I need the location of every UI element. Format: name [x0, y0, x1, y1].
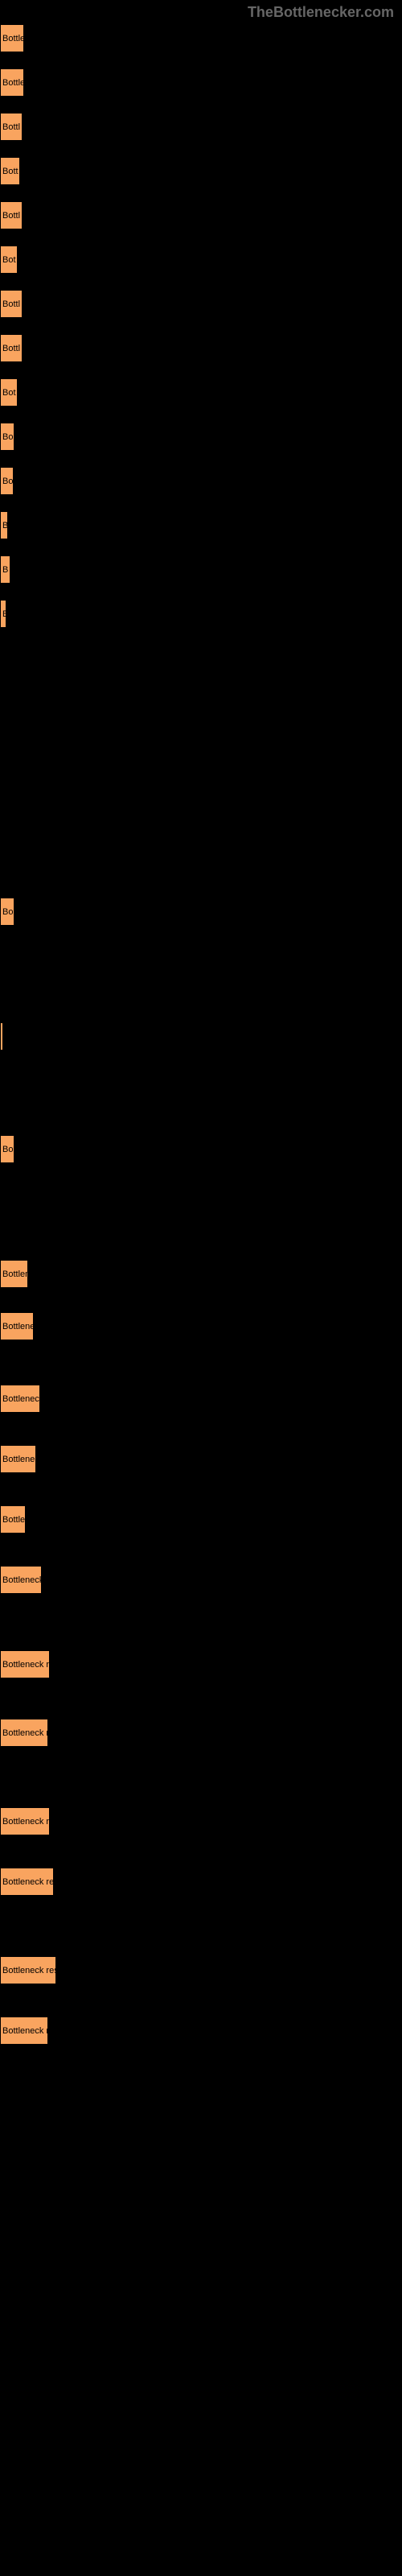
bar-label: Bottl — [1, 122, 20, 132]
bar-label: Bottleneck — [1, 1322, 34, 1331]
chart-bar: B — [0, 600, 6, 628]
chart-bar: Bottleneck — [0, 1385, 40, 1413]
bar-label: Bottleneck r — [1, 2026, 48, 2036]
bar-row: Bottle — [0, 68, 24, 97]
bar-row: Bottleneck re — [0, 1807, 50, 1835]
bar-label: Bottleneck — [1, 1394, 40, 1404]
bar-label: Bottlenec — [1, 1455, 36, 1464]
bar-label: B — [1, 521, 8, 530]
bar-row: Bottl — [0, 113, 23, 141]
chart-bar: Bottleneck r — [0, 2017, 48, 2045]
bar-label: Bottle — [1, 34, 24, 43]
chart-bar: Bo — [0, 1135, 14, 1163]
chart-bar: Bo — [0, 467, 14, 495]
bar-label: B — [1, 565, 8, 575]
chart-bar: Bottleneck — [0, 1312, 34, 1340]
chart-bar: Bott — [0, 157, 20, 185]
bar-row: Bottle — [0, 24, 24, 52]
bar-row: Bot — [0, 246, 18, 274]
chart-bar: Bottle — [0, 24, 24, 52]
site-header: TheBottlenecker.com — [248, 4, 394, 21]
bar-label: Bott — [1, 167, 18, 176]
bar-row: Bo — [0, 423, 14, 451]
bar-row: Bottlene — [0, 1260, 28, 1288]
bar-row: Bottleneck rest — [0, 1956, 56, 1984]
chart-bar: Bottl — [0, 113, 23, 141]
bar-label: Bottleneck re — [1, 1817, 50, 1827]
chart-bar: Bottl — [0, 290, 23, 318]
chart-bar: Bo — [0, 423, 14, 451]
bar-row: Bottl — [0, 290, 23, 318]
bar-row: Bottlenec — [0, 1445, 36, 1473]
chart-bar: Bottl — [0, 334, 23, 362]
bar-row: Bottleneck re — [0, 1650, 50, 1678]
bar-row: Bottleneck — [0, 1385, 40, 1413]
bar-label: Bottleneck res — [1, 1877, 54, 1887]
bar-label: Bo — [1, 907, 13, 917]
chart-bar: Bottlene — [0, 1260, 28, 1288]
chart-bar — [0, 1022, 3, 1051]
bar-label: Bottl — [1, 299, 20, 309]
bar-label: Bottleneck re — [1, 1660, 50, 1670]
bar-row: Bottl — [0, 334, 23, 362]
bar-row: B — [0, 555, 10, 584]
bar-label: Bottlene — [1, 1269, 28, 1279]
chart-bar: Bot — [0, 378, 18, 407]
bar-row: Bottleneck — [0, 1566, 42, 1594]
bar-label: Bottlen — [1, 1515, 26, 1525]
bar-row: Bot — [0, 378, 18, 407]
bar-row: Bottleneck res — [0, 1868, 54, 1896]
bar-label: Bottleneck rest — [1, 1966, 56, 1975]
chart-bar: Bottle — [0, 68, 24, 97]
bar-row: Bottlen — [0, 1505, 26, 1534]
bar-label: Bottl — [1, 344, 20, 353]
bar-row: B — [0, 600, 6, 628]
bar-row: Bottleneck — [0, 1312, 34, 1340]
chart-bar: B — [0, 555, 10, 584]
chart-bar: Bottl — [0, 201, 23, 229]
chart-bar: Bottlenec — [0, 1445, 36, 1473]
bar-row: B — [0, 511, 8, 539]
bar-label: Bo — [1, 1145, 13, 1154]
bar-row — [0, 1022, 3, 1051]
bar-row: Bottleneck r — [0, 2017, 48, 2045]
bar-label: Bottleneck — [1, 1575, 42, 1585]
bar-label: Bottle — [1, 78, 24, 88]
bar-row: Bott — [0, 157, 20, 185]
chart-bar: Bot — [0, 246, 18, 274]
chart-bar: Bottleneck re — [0, 1650, 50, 1678]
chart-bar: B — [0, 511, 8, 539]
chart-bar: Bottleneck — [0, 1566, 42, 1594]
chart-bar: Bottleneck res — [0, 1868, 54, 1896]
chart-bar: Bottlen — [0, 1505, 26, 1534]
bar-row: Bo — [0, 898, 14, 926]
chart-bar: Bottleneck rest — [0, 1956, 56, 1984]
bar-row: Bottl — [0, 201, 23, 229]
chart-bar: Bottleneck re — [0, 1807, 50, 1835]
bar-label: Bot — [1, 255, 16, 265]
bar-label: Bot — [1, 388, 16, 398]
bar-label: B — [1, 609, 6, 619]
bar-label: Bottleneck r — [1, 1728, 48, 1738]
bar-row: Bottleneck r — [0, 1719, 48, 1747]
bar-row: Bo — [0, 1135, 14, 1163]
bar-label: Bo — [1, 432, 13, 442]
bar-label: Bo — [1, 477, 13, 486]
chart-bar: Bo — [0, 898, 14, 926]
chart-bar: Bottleneck r — [0, 1719, 48, 1747]
bar-row: Bo — [0, 467, 14, 495]
bar-label: Bottl — [1, 211, 20, 221]
